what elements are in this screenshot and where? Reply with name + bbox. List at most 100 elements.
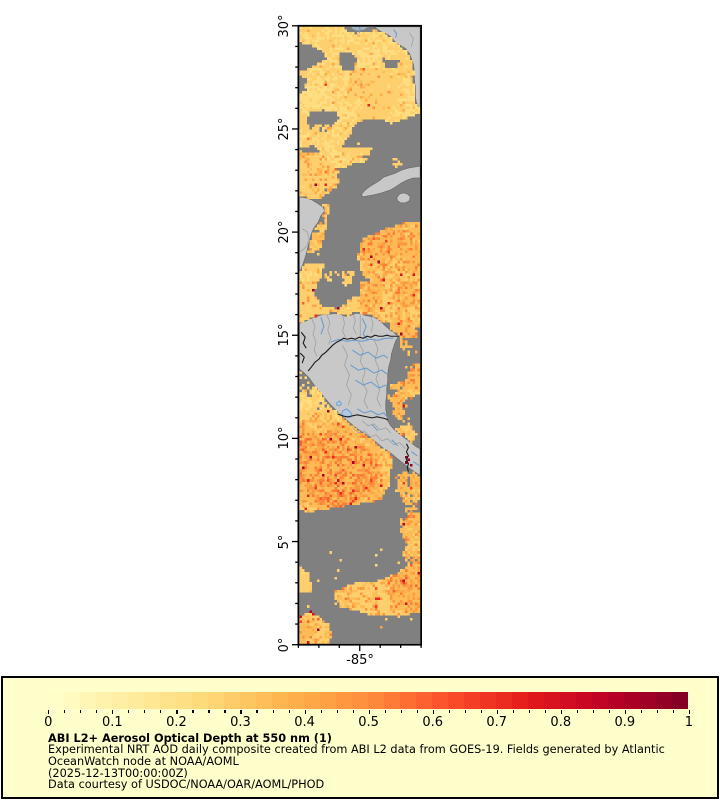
admin-boundary-line (374, 339, 381, 407)
colorbar-tick (384, 709, 386, 713)
admin-boundary-line (299, 229, 309, 252)
y-axis-label-15: 15° (277, 323, 292, 347)
country-border-line (301, 332, 306, 348)
colorbar-tick (240, 709, 242, 715)
colorbar-tick (256, 709, 258, 713)
colorbar-tick (496, 709, 498, 715)
colorbar-block (208, 692, 225, 710)
colorbar-tick (400, 709, 402, 713)
colorbar-tick (208, 709, 210, 713)
colorbar-tick (672, 709, 674, 713)
legend-timestamp: (2025-12-13T00:00:00Z) (48, 766, 188, 780)
colorbar-tick (320, 709, 322, 713)
colorbar-tick (560, 709, 562, 715)
colorbar-tick (368, 709, 370, 715)
colorbar-block (496, 692, 513, 710)
colorbar-block (256, 692, 273, 710)
colorbar-block (160, 692, 177, 710)
colorbar-block (352, 692, 369, 710)
colorbar-tick (416, 709, 418, 713)
country-border-line (308, 335, 398, 371)
colorbar-tick (128, 709, 130, 713)
admin-boundary-line (327, 314, 331, 344)
aod-cells-level-0 (299, 26, 421, 575)
colorbar-tick (272, 709, 274, 713)
colorbar-block (480, 692, 497, 710)
country-border-line (300, 353, 304, 363)
colorbar-tick (112, 709, 114, 715)
legend-box: 0 0.1 0.2 0.3 0.4 0.5 0.6 0.7 0.8 0.9 1 … (1, 675, 719, 799)
colorbar-block (512, 692, 529, 710)
colorbar-block (48, 692, 65, 710)
colorbar-tick (592, 709, 594, 713)
colorbar-block (80, 692, 97, 710)
colorbar-block (656, 692, 673, 710)
lake-managua (337, 401, 342, 406)
river-line (411, 452, 417, 456)
colorbar-block (288, 692, 305, 710)
colorbar-label-4: 0.4 (294, 715, 315, 730)
colorbar-tick (288, 709, 290, 713)
legend-title: ABI L2+ Aerosol Optical Depth at 550 nm … (48, 731, 332, 745)
colorbar-block (384, 692, 401, 710)
colorbar-tick (352, 709, 354, 713)
colorbar-tick (432, 709, 434, 715)
legend-courtesy: Data courtesy of USDOC/NOAA/OAR/AOML/PHO… (48, 778, 325, 792)
admin-boundary-line (352, 428, 405, 449)
colorbar (48, 692, 689, 710)
colorbar-block (448, 692, 465, 710)
colorbar-tick (608, 709, 610, 713)
colorbar-block (400, 692, 417, 710)
river-line (355, 380, 385, 388)
colorbar-block (640, 692, 657, 710)
colorbar-tick (464, 709, 466, 713)
aod-cells-level-1 (299, 26, 421, 644)
colorbar-tick (160, 709, 162, 713)
colorbar-block (224, 692, 241, 710)
y-axis-label-20: 20° (277, 220, 292, 244)
colorbar-tick (336, 709, 338, 713)
colorbar-block (176, 692, 193, 710)
river-line (350, 365, 386, 374)
colorbar-tick (512, 709, 514, 713)
admin-boundaries (299, 33, 413, 449)
colorbar-tick (448, 709, 450, 713)
colorbar-block (336, 692, 353, 710)
lakes (337, 401, 353, 418)
river-line (394, 30, 397, 38)
river-line (372, 425, 378, 431)
colorbar-tick (304, 709, 306, 715)
country-borders (300, 332, 408, 471)
y-axis-label-30: 30° (277, 14, 292, 38)
y-axis-label-5: 5° (277, 534, 292, 549)
admin-boundary-line (409, 33, 413, 47)
colorbar-label-6: 0.6 (422, 715, 443, 730)
admin-boundary-line (312, 319, 317, 356)
colorbar-block (672, 692, 689, 710)
colorbar-label-5: 0.5 (358, 715, 379, 730)
colorbar-block (240, 692, 257, 710)
admin-boundary-line (343, 345, 352, 405)
colorbar-tick (224, 709, 226, 713)
colorbar-block (320, 692, 337, 710)
colorbar-block (592, 692, 609, 710)
colorbar-label-3: 0.3 (230, 715, 251, 730)
land-yucatan (299, 197, 325, 273)
lake-nicaragua (342, 409, 353, 418)
colorbar-label-1: 0.1 (102, 715, 123, 730)
colorbar-tick (528, 709, 530, 713)
colorbar-block (64, 692, 81, 710)
y-axis-label-10: 10° (277, 426, 292, 450)
colorbar-tick (192, 709, 194, 713)
colorbar-tick (480, 709, 482, 713)
y-axis-label-25: 25° (277, 117, 292, 141)
colorbar-tick (176, 709, 178, 715)
colorbar-block (112, 692, 129, 710)
colorbar-block (528, 692, 545, 710)
river-line (357, 409, 387, 418)
colorbar-label-8: 0.8 (550, 715, 572, 730)
colorbar-tick (688, 709, 690, 715)
colorbar-block (128, 692, 145, 710)
colorbar-label-7: 0.7 (486, 715, 508, 730)
colorbar-block (624, 692, 641, 710)
